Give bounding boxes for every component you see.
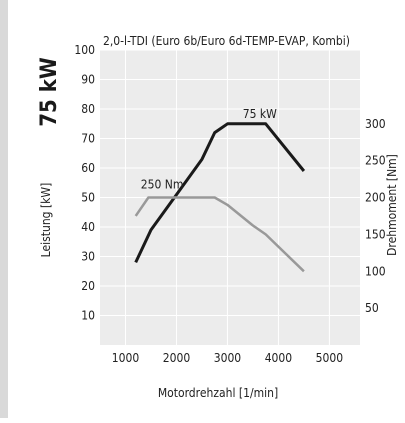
x-tick-label: 1000	[112, 351, 140, 365]
y-left-tick-label: 40	[81, 220, 95, 234]
x-tick-label: 5000	[316, 351, 344, 365]
y-left-tick-label: 50	[81, 191, 95, 205]
y-left-tick-label: 10	[81, 309, 95, 323]
chart-title: 2,0-l-TDI (Euro 6b/Euro 6d-TEMP-EVAP, Ko…	[103, 34, 350, 48]
left-border	[0, 0, 8, 418]
power-badge: 75 kW	[37, 57, 62, 127]
x-tick-label: 2000	[163, 351, 191, 365]
y-right-tick-label: 200	[365, 191, 386, 205]
torque-line	[134, 196, 305, 273]
power-line	[134, 122, 306, 264]
x-tick-label: 3000	[214, 351, 242, 365]
y-left-tick-label: 30	[81, 250, 95, 264]
y-left-tick-label: 20	[81, 279, 95, 293]
y-left-tick-label: 60	[81, 161, 95, 175]
y-left-tick-label: 70	[81, 132, 95, 146]
y-axis-left-label: Leistung [kW]	[39, 183, 53, 258]
y-left-tick-label: 80	[81, 102, 95, 116]
annotation-torque-peak: 250 Nm	[141, 178, 184, 192]
left-axis-ticks: 10 20 30 40 50 60 70 80 90 100	[74, 43, 95, 323]
y-right-tick-label: 150	[365, 227, 386, 241]
y-axis-right-label: Drehmoment [Nm]	[385, 154, 399, 256]
y-left-tick-label: 100	[74, 43, 95, 57]
x-axis-label: Motordrehzahl [1/min]	[158, 386, 278, 400]
y-right-tick-label: 50	[365, 301, 379, 315]
annotation-power-peak: 75 kW	[243, 107, 277, 121]
right-axis-ticks: 50 100 150 200 250 300	[365, 117, 386, 315]
y-right-tick-label: 250	[365, 154, 386, 168]
x-axis-ticks: 1000 2000 3000 4000 5000	[112, 351, 344, 365]
series-lines	[134, 122, 306, 273]
x-tick-label: 4000	[265, 351, 293, 365]
y-right-tick-label: 100	[365, 264, 386, 278]
y-right-tick-label: 300	[365, 117, 386, 131]
y-left-tick-label: 90	[81, 73, 95, 87]
